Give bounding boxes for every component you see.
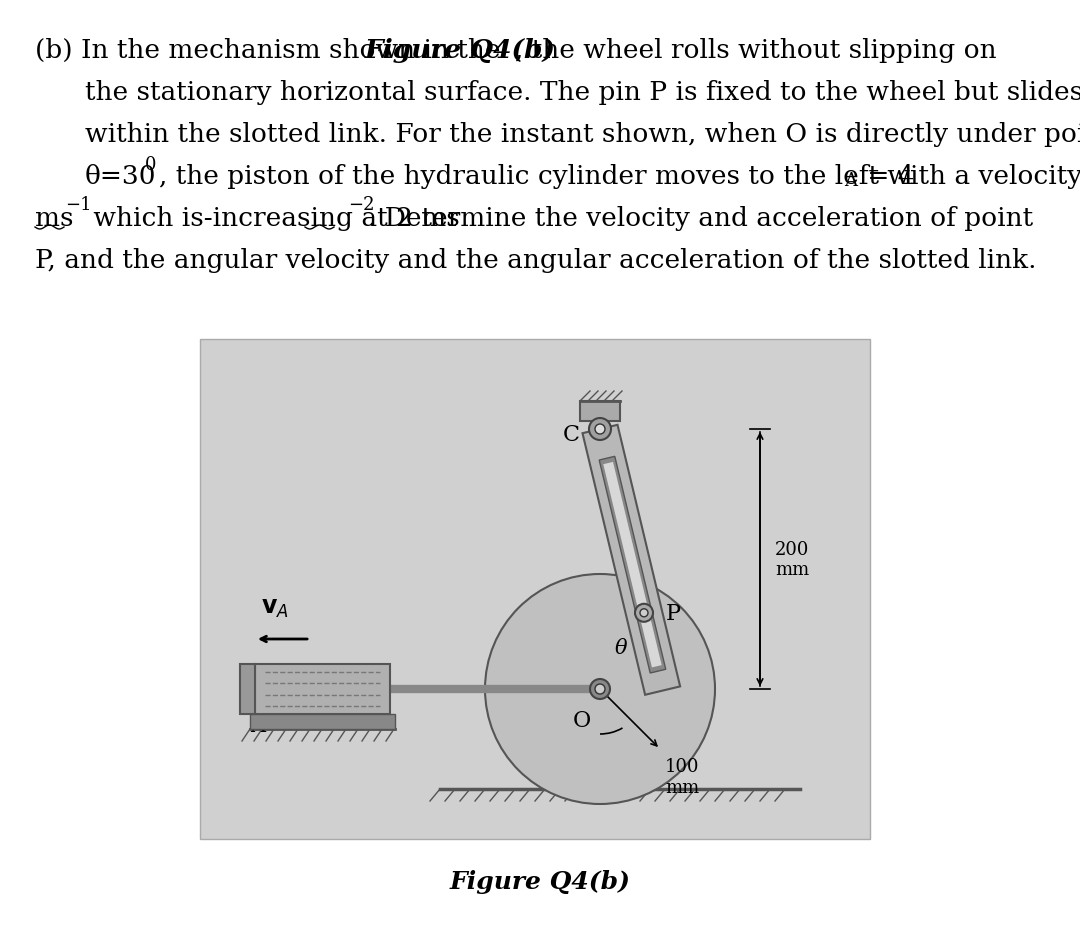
Text: 100
mm: 100 mm bbox=[665, 757, 700, 796]
Circle shape bbox=[640, 609, 648, 617]
Text: θ=30: θ=30 bbox=[85, 164, 157, 188]
Text: θ: θ bbox=[615, 638, 627, 657]
Text: −1: −1 bbox=[65, 196, 92, 213]
Circle shape bbox=[635, 604, 653, 622]
Text: Figure Q4(b): Figure Q4(b) bbox=[449, 869, 631, 893]
Text: 0: 0 bbox=[145, 156, 157, 174]
Text: the stationary horizontal surface. The pin P is fixed to the wheel but slides fr: the stationary horizontal surface. The p… bbox=[85, 80, 1080, 105]
Text: 200
mm: 200 mm bbox=[775, 540, 809, 579]
Bar bbox=[240, 664, 255, 715]
Text: (b) In the mechanism shown in the: (b) In the mechanism shown in the bbox=[35, 38, 509, 63]
Text: −2: −2 bbox=[348, 196, 375, 213]
Text: , the piston of the hydraulic cylinder moves to the left with a velocity v: , the piston of the hydraulic cylinder m… bbox=[159, 164, 1080, 188]
Circle shape bbox=[595, 424, 605, 434]
Circle shape bbox=[485, 574, 715, 805]
Circle shape bbox=[595, 684, 605, 694]
Circle shape bbox=[589, 419, 611, 441]
Text: within the slotted link. For the instant shown, when O is directly under point C: within the slotted link. For the instant… bbox=[85, 122, 1080, 147]
Text: P, and the angular velocity and the angular acceleration of the slotted link.: P, and the angular velocity and the angu… bbox=[35, 248, 1037, 273]
Text: A: A bbox=[251, 716, 266, 736]
Text: $\mathbf{v}_A$: $\mathbf{v}_A$ bbox=[261, 596, 289, 619]
Bar bbox=[580, 402, 620, 421]
Polygon shape bbox=[599, 457, 665, 674]
Bar bbox=[255, 664, 390, 715]
Bar bbox=[249, 715, 395, 729]
Polygon shape bbox=[604, 462, 662, 668]
Text: O: O bbox=[572, 709, 591, 731]
Text: which is-increasing at 2 ms: which is-increasing at 2 ms bbox=[85, 206, 460, 231]
Bar bbox=[200, 340, 870, 839]
Text: P: P bbox=[666, 602, 681, 625]
Text: Figure Q4(b): Figure Q4(b) bbox=[365, 38, 556, 63]
Text: ms: ms bbox=[35, 206, 73, 231]
Text: , the wheel rolls without slipping on: , the wheel rolls without slipping on bbox=[515, 38, 997, 63]
Text: = 4: = 4 bbox=[859, 164, 915, 188]
Text: C: C bbox=[563, 423, 580, 445]
Circle shape bbox=[590, 679, 610, 699]
Text: A: A bbox=[843, 172, 858, 190]
Polygon shape bbox=[582, 425, 680, 695]
Text: . Determine the velocity and acceleration of point: . Determine the velocity and acceleratio… bbox=[368, 206, 1034, 231]
